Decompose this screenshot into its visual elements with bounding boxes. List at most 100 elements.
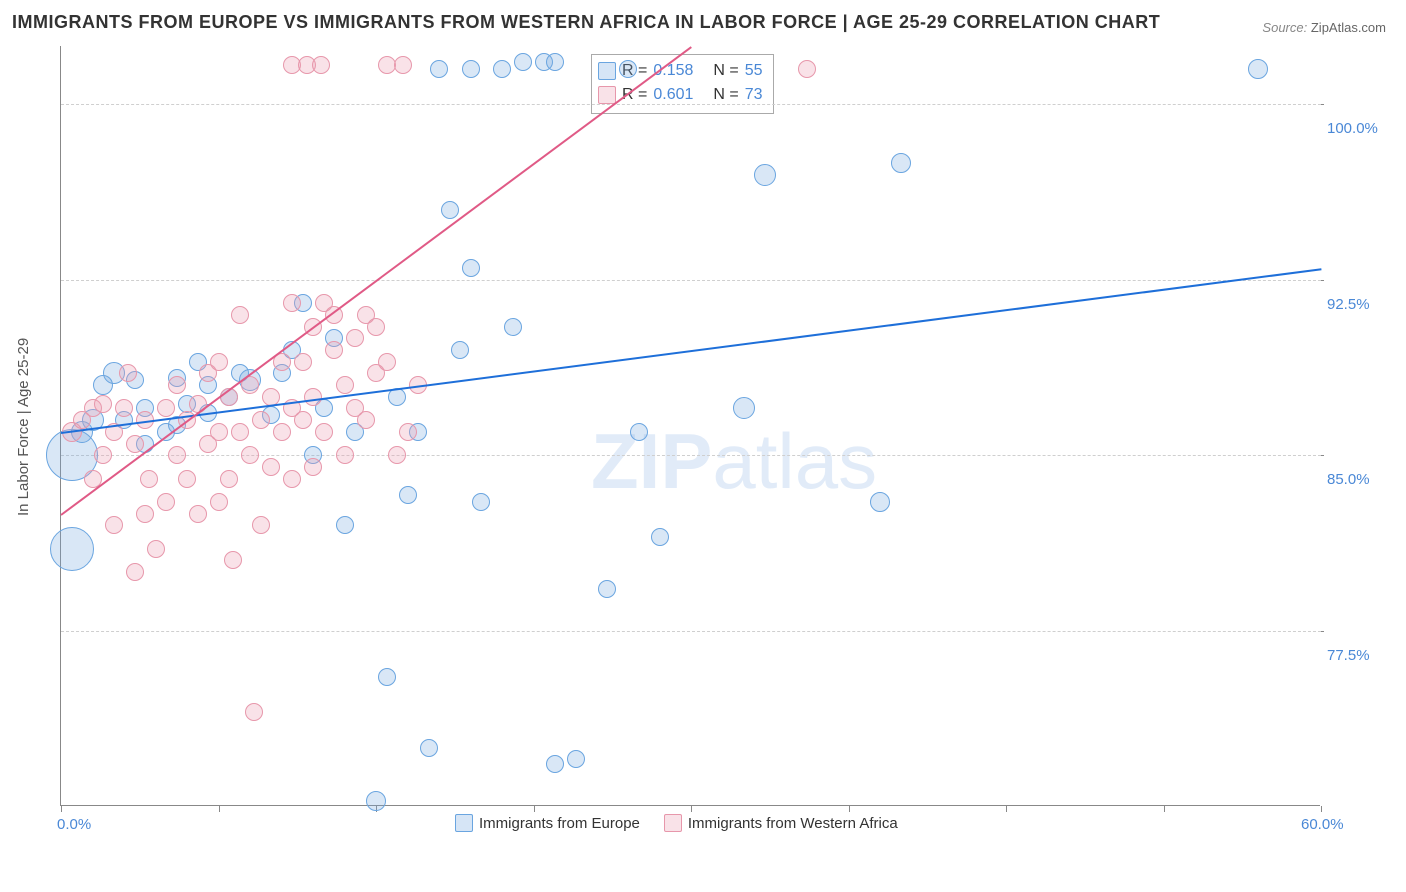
x-tick [61,806,62,812]
legend-swatch [598,62,616,80]
scatter-point [651,528,669,546]
scatter-point [336,446,354,464]
scatter-point [94,446,112,464]
y-tick [1321,280,1324,281]
scatter-point [262,458,280,476]
scatter-point [231,423,249,441]
x-tick [219,806,220,812]
x-tick [1321,806,1322,812]
y-tick [1321,104,1324,105]
scatter-point [294,411,312,429]
y-tick-label: 92.5% [1327,296,1370,313]
scatter-point [388,446,406,464]
n-label: N = [713,86,738,104]
scatter-point [157,399,175,417]
legend-label: Immigrants from Western Africa [688,815,898,832]
scatter-point [367,318,385,336]
y-axis-label: In Labor Force | Age 25-29 [15,338,32,516]
y-tick-label: 77.5% [1327,647,1370,664]
scatter-point [224,551,242,569]
scatter-point [325,341,343,359]
r-value: 0.601 [653,86,693,104]
scatter-point [399,486,417,504]
scatter-point [472,493,490,511]
y-tick [1321,631,1324,632]
scatter-point [178,470,196,488]
scatter-point [336,516,354,534]
scatter-point [220,470,238,488]
scatter-point [378,668,396,686]
scatter-point [304,388,322,406]
plot-area: ZIPatlas R =0.158N =55R =0.601N =73 77.5… [60,46,1320,806]
scatter-point [252,516,270,534]
scatter-point [168,446,186,464]
y-tick [1321,455,1324,456]
n-value: 55 [745,62,763,80]
scatter-point [94,395,112,413]
scatter-point [891,153,911,173]
scatter-point [504,318,522,336]
scatter-point [168,376,186,394]
scatter-point [273,423,291,441]
scatter-point [394,56,412,74]
scatter-point [315,423,333,441]
scatter-point [733,397,755,419]
scatter-point [245,703,263,721]
legend-swatch [664,814,682,832]
scatter-point [1248,59,1268,79]
scatter-point [210,493,228,511]
scatter-point [105,516,123,534]
scatter-point [754,164,776,186]
scatter-point [157,493,175,511]
scatter-point [189,505,207,523]
x-tick-label: 0.0% [57,816,91,833]
page-title: IMMIGRANTS FROM EUROPE VS IMMIGRANTS FRO… [12,12,1160,33]
scatter-point [546,53,564,71]
scatter-point [252,411,270,429]
source-value: ZipAtlas.com [1311,20,1386,35]
scatter-point [50,527,94,571]
legend-item: Immigrants from Western Africa [664,814,898,832]
scatter-point [451,341,469,359]
gridline [61,280,1321,281]
scatter-point [147,540,165,558]
scatter-point [346,329,364,347]
legend-swatch [455,814,473,832]
scatter-point [430,60,448,78]
scatter-point [283,470,301,488]
scatter-point [630,423,648,441]
source-label: Source: [1262,20,1307,35]
scatter-point [462,259,480,277]
legend-swatch [598,86,616,104]
scatter-point [493,60,511,78]
scatter-point [420,739,438,757]
stats-row: R =0.601N =73 [598,83,763,107]
scatter-point [241,446,259,464]
scatter-point [304,458,322,476]
scatter-point [378,353,396,371]
legend-label: Immigrants from Europe [479,815,640,832]
scatter-point [336,376,354,394]
scatter-point [462,60,480,78]
x-tick [1006,806,1007,812]
scatter-point [514,53,532,71]
scatter-point [546,755,564,773]
scatter-point [231,306,249,324]
legend-item: Immigrants from Europe [455,814,640,832]
scatter-point [294,353,312,371]
x-tick-label: 60.0% [1301,816,1344,833]
n-value: 73 [745,86,763,104]
x-tick [1164,806,1165,812]
scatter-point [870,492,890,512]
source-credit: Source: ZipAtlas.com [1262,20,1386,35]
scatter-point [378,56,396,74]
gridline [61,104,1321,105]
y-tick-label: 85.0% [1327,471,1370,488]
scatter-point [126,435,144,453]
legend: Immigrants from Europe Immigrants from We… [455,806,898,832]
scatter-point [136,505,154,523]
scatter-point [140,470,158,488]
scatter-point [441,201,459,219]
scatter-point [798,60,816,78]
scatter-point [210,353,228,371]
